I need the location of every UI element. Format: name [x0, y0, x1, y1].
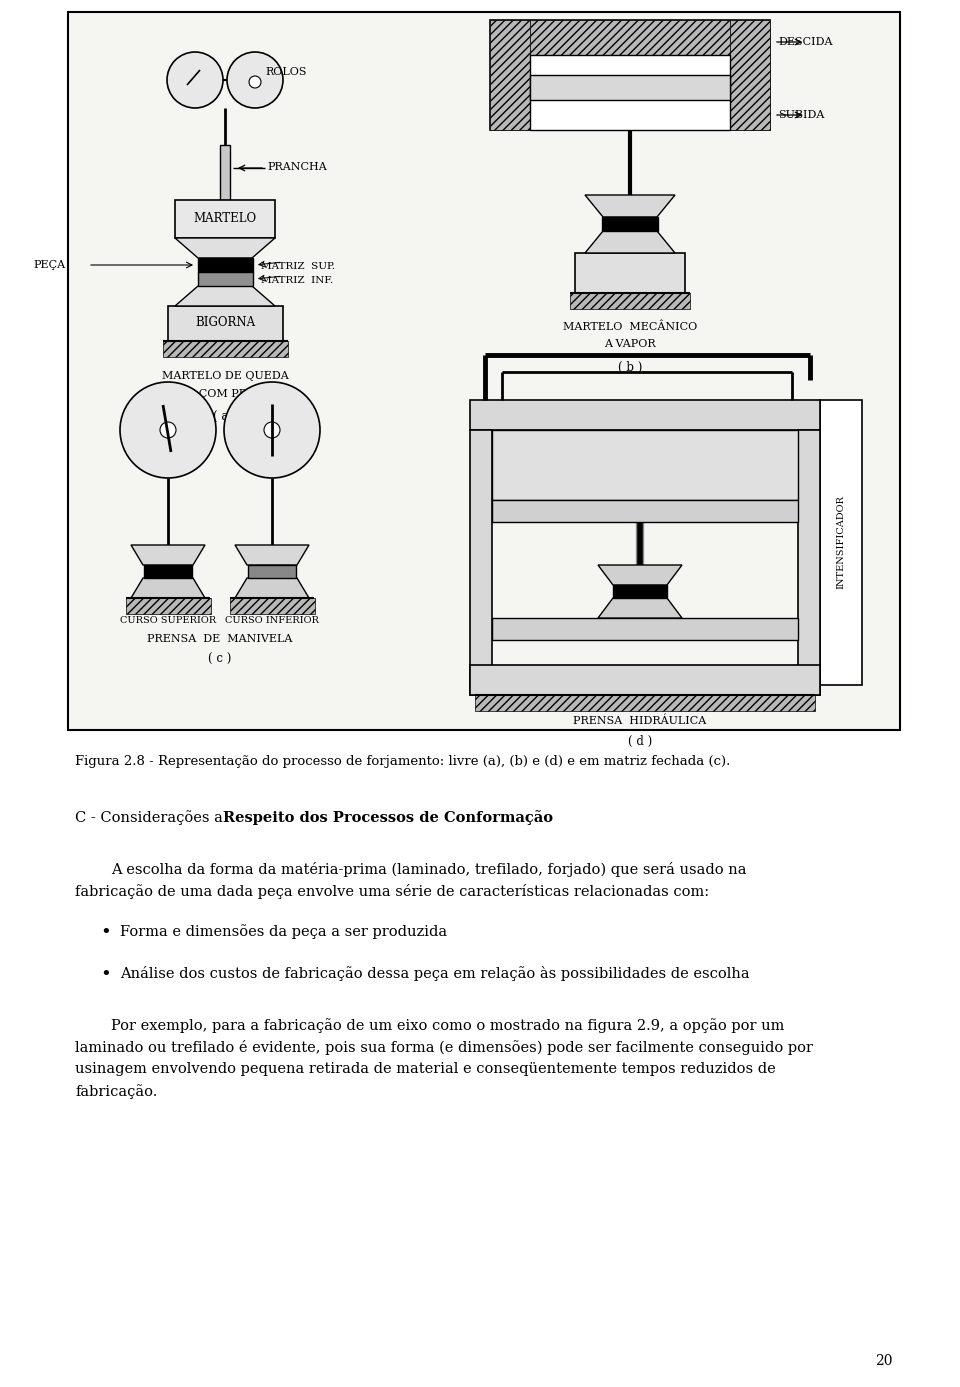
Bar [175, 200, 275, 239]
Bar [602, 216, 658, 232]
Text: ( a ): ( a ) [213, 411, 237, 424]
Bar [730, 19, 770, 130]
Text: ( b ): ( b ) [618, 361, 642, 374]
Bar [248, 565, 296, 578]
Bar [492, 619, 798, 639]
Polygon shape [598, 598, 682, 619]
Bar [820, 399, 862, 685]
Polygon shape [131, 578, 205, 598]
Bar [492, 499, 798, 522]
Text: C - Considerações a: C - Considerações a [75, 810, 228, 825]
Text: usinagem envolvendo pequena retirada de material e conseqüentemente tempos reduz: usinagem envolvendo pequena retirada de … [75, 1062, 776, 1076]
Text: PEÇA: PEÇA [34, 259, 66, 270]
Bar [575, 252, 685, 293]
Text: PRENSA  DE  MANIVELA: PRENSA DE MANIVELA [147, 634, 293, 644]
Bar [163, 341, 288, 356]
Text: MATRIZ  INF.: MATRIZ INF. [261, 276, 333, 284]
Text: MARTELO DE QUEDA: MARTELO DE QUEDA [161, 370, 288, 381]
Text: ( c ): ( c ) [208, 653, 231, 666]
Text: MARTELO: MARTELO [193, 212, 256, 226]
Bar [490, 19, 530, 130]
Text: Forma e dimensões da peça a ser produzida: Forma e dimensões da peça a ser produzid… [120, 924, 447, 939]
Text: Análise dos custos de fabricação dessa peça em relação às possibilidades de esco: Análise dos custos de fabricação dessa p… [120, 965, 750, 981]
Text: fabricação.: fabricação. [75, 1085, 157, 1099]
Text: A VAPOR: A VAPOR [604, 338, 656, 350]
Text: laminado ou trefilado é evidente, pois sua forma (e dimensões) pode ser facilmen: laminado ou trefilado é evidente, pois s… [75, 1040, 813, 1056]
Bar [470, 664, 820, 695]
Circle shape [167, 51, 223, 108]
Text: •: • [100, 924, 110, 942]
Polygon shape [235, 578, 309, 598]
Bar [798, 430, 820, 695]
Circle shape [160, 422, 176, 438]
Bar [168, 307, 283, 341]
Text: Figura 2.8 - Representação do processo de forjamento: livre (a), (b) e (d) e em : Figura 2.8 - Representação do processo d… [75, 755, 731, 768]
Polygon shape [598, 565, 682, 585]
Text: fabricação de uma dada peça envolve uma série de características relacionadas co: fabricação de uma dada peça envolve uma … [75, 884, 709, 899]
Text: PISTÃO: PISTÃO [535, 80, 576, 89]
Text: INTENSIFICADOR: INTENSIFICADOR [836, 495, 846, 589]
Text: MATRIZ  SUP.: MATRIZ SUP. [261, 262, 335, 270]
Bar [230, 598, 315, 614]
Circle shape [227, 51, 283, 108]
Bar [126, 598, 211, 614]
Bar [530, 75, 730, 100]
Text: •: • [100, 965, 110, 983]
Bar [492, 430, 798, 499]
Polygon shape [585, 196, 675, 216]
Bar [144, 565, 192, 578]
Polygon shape [235, 545, 309, 565]
Text: CURSO INFERIOR: CURSO INFERIOR [225, 616, 319, 626]
Text: PRANCHA: PRANCHA [267, 162, 326, 172]
Polygon shape [131, 545, 205, 565]
Bar [570, 293, 690, 309]
Polygon shape [175, 239, 275, 258]
Bar [490, 19, 770, 130]
Circle shape [120, 381, 216, 479]
Text: ( d ): ( d ) [628, 735, 652, 748]
Bar [198, 272, 253, 286]
Circle shape [264, 422, 280, 438]
Bar [613, 585, 667, 598]
Bar [530, 55, 730, 130]
Text: BIGORNA: BIGORNA [195, 316, 255, 330]
Text: MARTELO  MECÂNICO: MARTELO MECÂNICO [563, 320, 697, 331]
Bar [198, 258, 253, 272]
Text: A escolha da forma da matéria-prima (laminado, trefilado, forjado) que será usad: A escolha da forma da matéria-prima (lam… [111, 861, 747, 877]
Text: PRENSA  HIDRÁULICA: PRENSA HIDRÁULICA [573, 716, 707, 725]
Text: ROLOS: ROLOS [265, 67, 306, 78]
Circle shape [224, 381, 320, 479]
Bar [530, 19, 730, 55]
Text: 20: 20 [876, 1354, 893, 1368]
Polygon shape [175, 286, 275, 307]
Text: LIVRE COM PRANCHA: LIVRE COM PRANCHA [159, 388, 291, 399]
Circle shape [249, 76, 261, 87]
Text: SUBIDA: SUBIDA [778, 110, 825, 121]
Bar [68, 12, 900, 730]
Bar [470, 430, 492, 695]
Text: Por exemplo, para a fabricação de um eixo como o mostrado na figura 2.9, a opção: Por exemplo, para a fabricação de um eix… [111, 1018, 784, 1033]
Text: Respeito dos Processos de Conformação: Respeito dos Processos de Conformação [223, 810, 553, 825]
Text: CURSO SUPERIOR: CURSO SUPERIOR [120, 616, 216, 626]
Bar [470, 399, 820, 430]
Polygon shape [585, 232, 675, 252]
Bar [475, 695, 815, 712]
Text: DESCIDA: DESCIDA [778, 37, 832, 47]
Bar [220, 146, 230, 200]
